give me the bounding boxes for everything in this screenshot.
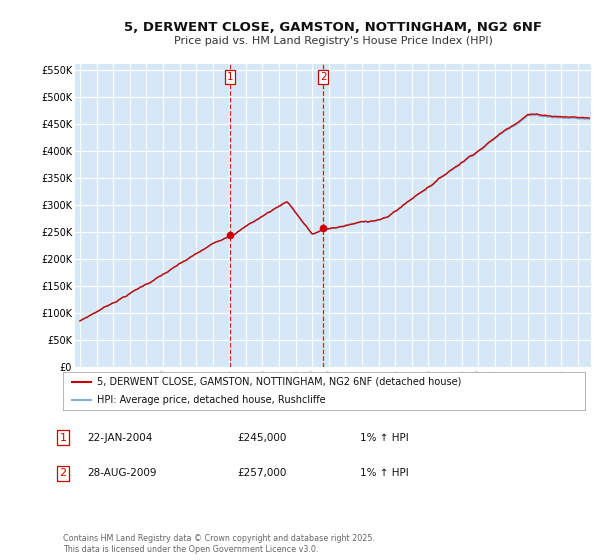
Text: £245,000: £245,000: [237, 433, 286, 443]
Text: 2: 2: [59, 468, 67, 478]
Text: 22-JAN-2004: 22-JAN-2004: [87, 433, 152, 443]
Text: HPI: Average price, detached house, Rushcliffe: HPI: Average price, detached house, Rush…: [97, 395, 326, 405]
Text: Contains HM Land Registry data © Crown copyright and database right 2025.
This d: Contains HM Land Registry data © Crown c…: [63, 534, 375, 554]
Text: 28-AUG-2009: 28-AUG-2009: [87, 468, 157, 478]
Text: 5, DERWENT CLOSE, GAMSTON, NOTTINGHAM, NG2 6NF (detached house): 5, DERWENT CLOSE, GAMSTON, NOTTINGHAM, N…: [97, 377, 461, 387]
Text: 1% ↑ HPI: 1% ↑ HPI: [360, 468, 409, 478]
Text: 1: 1: [59, 433, 67, 443]
Text: 1: 1: [227, 72, 233, 82]
Text: 5, DERWENT CLOSE, GAMSTON, NOTTINGHAM, NG2 6NF: 5, DERWENT CLOSE, GAMSTON, NOTTINGHAM, N…: [124, 21, 542, 34]
Text: 1% ↑ HPI: 1% ↑ HPI: [360, 433, 409, 443]
Text: £257,000: £257,000: [237, 468, 286, 478]
Text: 2: 2: [320, 72, 326, 82]
Text: Price paid vs. HM Land Registry's House Price Index (HPI): Price paid vs. HM Land Registry's House …: [173, 36, 493, 46]
